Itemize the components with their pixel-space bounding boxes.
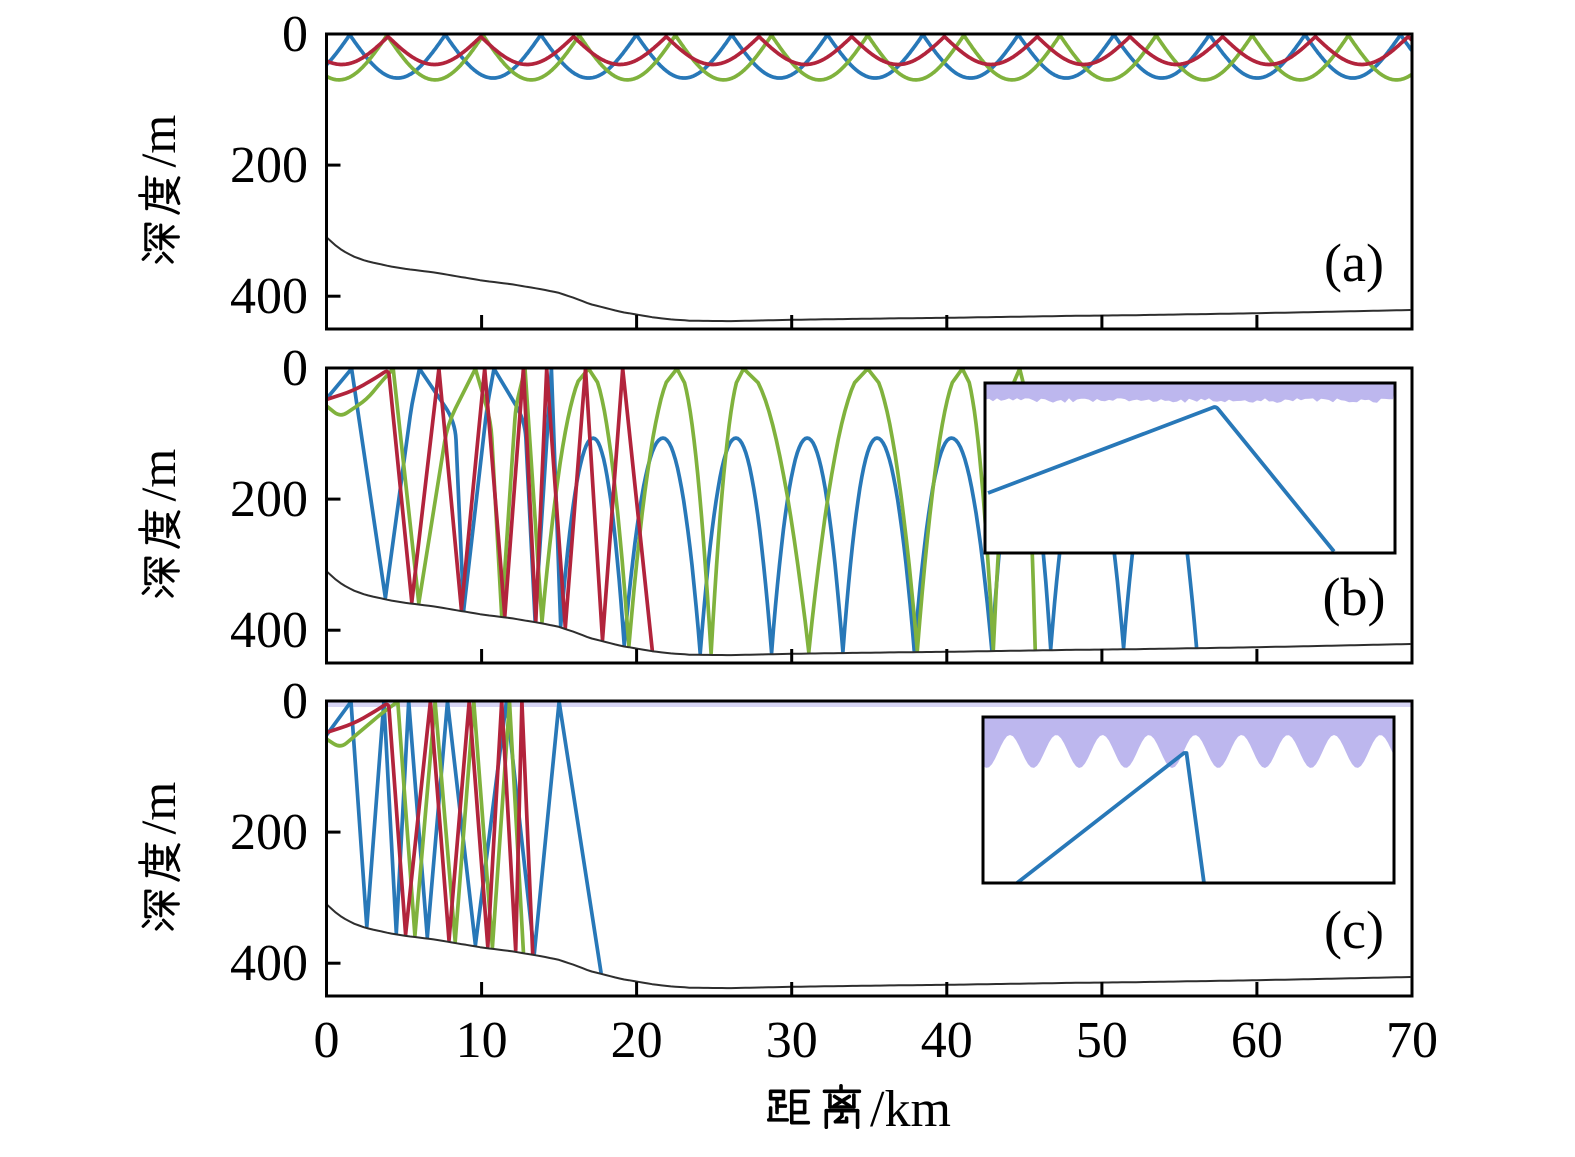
svg-text:50: 50 [1076,1012,1128,1069]
svg-text:40: 40 [921,1012,973,1069]
svg-text:10: 10 [456,1012,508,1069]
svg-text:0: 0 [282,340,308,397]
svg-text:200: 200 [230,471,308,528]
svg-text:/m: /m [130,449,186,502]
svg-text:200: 200 [230,804,308,861]
svg-text:/km: /km [870,1081,951,1138]
svg-text:0: 0 [282,673,308,730]
svg-text:0: 0 [314,1012,340,1069]
svg-text:60: 60 [1231,1012,1283,1069]
svg-text:30: 30 [766,1012,818,1069]
svg-text:70: 70 [1386,1012,1438,1069]
svg-text:(c): (c) [1324,900,1384,960]
svg-text:/m: /m [130,782,186,835]
svg-text:400: 400 [230,935,308,992]
svg-text:20: 20 [611,1012,663,1069]
svg-text:(a): (a) [1324,233,1384,293]
svg-text:0: 0 [282,6,308,63]
svg-text:/m: /m [130,115,186,168]
svg-text:200: 200 [230,137,308,194]
svg-text:400: 400 [230,602,308,659]
svg-text:400: 400 [230,268,308,325]
svg-text:(b): (b) [1323,567,1386,627]
